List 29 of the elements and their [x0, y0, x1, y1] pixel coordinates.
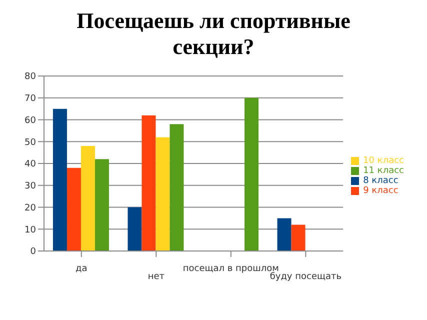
y-tick-label: 50 — [24, 138, 36, 148]
y-tick-label: 80 — [24, 72, 36, 82]
bar — [94, 159, 109, 251]
bar — [66, 168, 81, 251]
bar — [244, 98, 259, 251]
y-tick-label: 0 — [30, 247, 36, 258]
legend-label: 10 класс — [363, 156, 404, 166]
bar — [156, 137, 170, 251]
bar — [52, 108, 67, 251]
x-tick-label: буду посещать — [270, 272, 342, 282]
x-tick-label: нет — [148, 272, 164, 282]
legend-label: 9 класс — [363, 186, 398, 196]
x-tick-label: да — [76, 264, 88, 274]
bar — [80, 146, 95, 251]
bar — [142, 115, 156, 251]
y-tick-label: 30 — [24, 182, 36, 192]
bar — [291, 224, 306, 251]
y-tick-label: 10 — [24, 225, 36, 236]
y-tick-label: 70 — [24, 94, 36, 104]
y-tick-label: 40 — [24, 160, 36, 170]
legend-label: 8 класс — [363, 176, 398, 186]
x-tick-label: посещал в прошлом — [182, 264, 279, 274]
bar — [277, 218, 292, 251]
y-tick-label: 20 — [24, 203, 36, 214]
chart-title: Посещаешь ли спортивные секции? — [76, 8, 352, 60]
bar — [128, 207, 142, 251]
legend-label: 11 класс — [363, 166, 404, 176]
bar — [170, 124, 184, 251]
y-tick-label: 60 — [24, 116, 36, 126]
